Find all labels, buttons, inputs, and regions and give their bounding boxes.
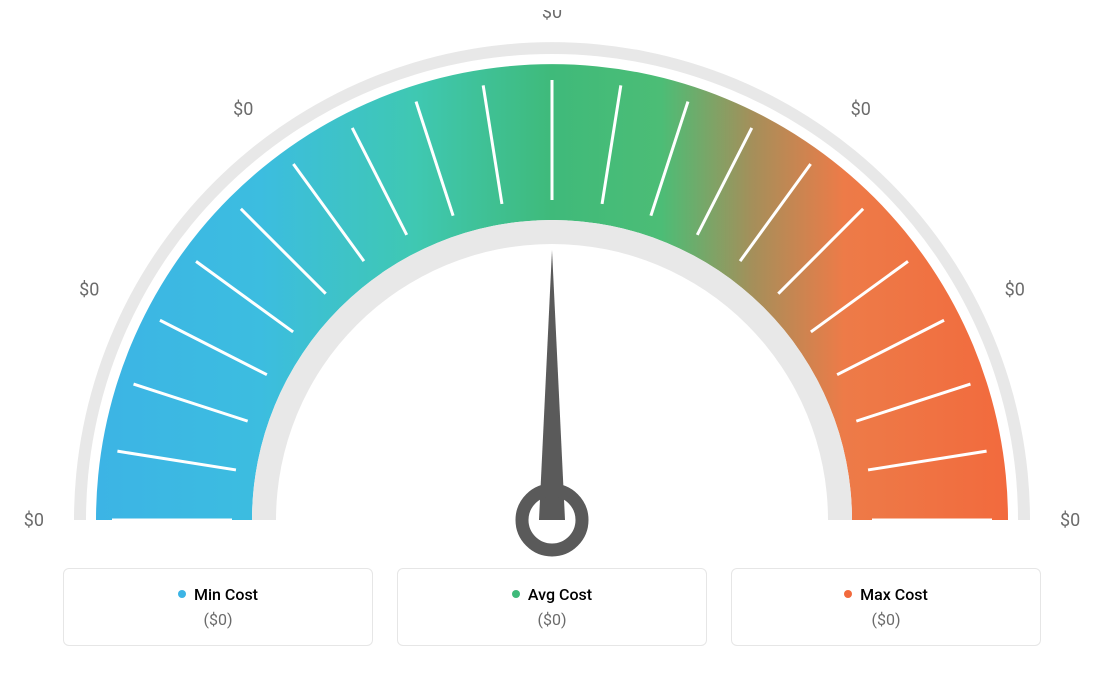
legend-card-avg: Avg Cost ($0) xyxy=(397,568,707,646)
legend-value: ($0) xyxy=(742,610,1030,629)
dot-icon xyxy=(178,590,186,598)
gauge-chart: $0 $0 $0 $0 $0 $0 $0 xyxy=(0,0,1104,560)
gauge-tick-label: $0 xyxy=(542,10,562,23)
dot-icon xyxy=(844,590,852,598)
gauge-tick-label: $0 xyxy=(233,99,253,120)
dot-icon xyxy=(512,590,520,598)
gauge-tick-label: $0 xyxy=(1060,510,1080,531)
gauge-tick-label: $0 xyxy=(24,510,44,531)
legend-value: ($0) xyxy=(408,610,696,629)
gauge-svg: $0 $0 $0 $0 $0 $0 $0 xyxy=(0,10,1104,570)
legend-value: ($0) xyxy=(74,610,362,629)
legend-label: Min Cost xyxy=(194,585,258,604)
gauge-tick-label: $0 xyxy=(79,279,99,300)
legend-label: Avg Cost xyxy=(528,585,592,604)
legend-card-max: Max Cost ($0) xyxy=(731,568,1041,646)
legend-row: Min Cost ($0) Avg Cost ($0) Max Cost ($0… xyxy=(0,568,1104,646)
legend-card-min: Min Cost ($0) xyxy=(63,568,373,646)
legend-title: Avg Cost xyxy=(512,585,592,604)
gauge-tick-label: $0 xyxy=(1005,279,1025,300)
legend-label: Max Cost xyxy=(860,585,928,604)
legend-title: Min Cost xyxy=(178,585,258,604)
gauge-tick-label: $0 xyxy=(851,99,871,120)
legend-title: Max Cost xyxy=(844,585,928,604)
needle xyxy=(539,250,565,520)
